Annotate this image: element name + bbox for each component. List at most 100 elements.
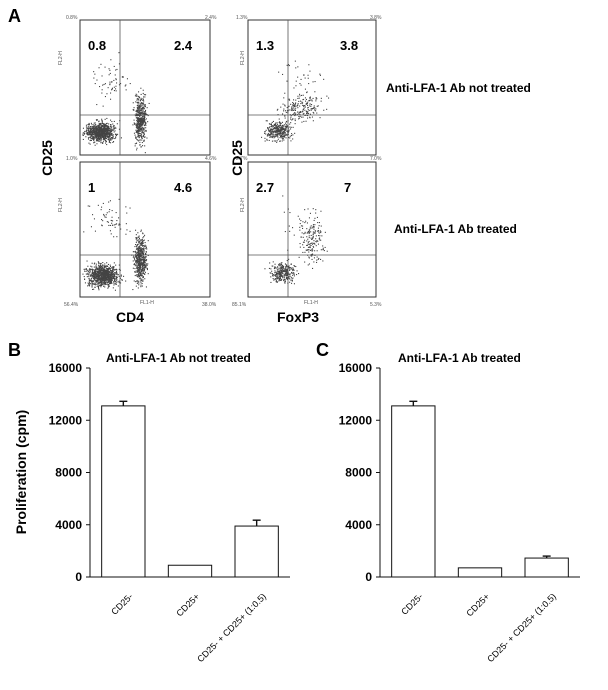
- event-dot: [138, 91, 140, 93]
- event-dot: [287, 133, 289, 135]
- event-dot: [279, 127, 281, 129]
- event-dot: [140, 254, 142, 256]
- event-dot: [287, 120, 289, 122]
- event-dot: [94, 129, 96, 131]
- event-dot: [110, 282, 112, 284]
- event-dot: [138, 264, 140, 266]
- event-dot: [288, 265, 290, 267]
- event-dot: [283, 278, 285, 280]
- event-dot: [141, 124, 143, 126]
- event-dot: [288, 137, 290, 139]
- event-dot: [144, 136, 146, 138]
- event-dot: [299, 229, 301, 231]
- event-dot: [146, 269, 148, 271]
- event-dot: [145, 127, 147, 129]
- event-dot: [109, 72, 111, 74]
- event-dot: [141, 133, 143, 135]
- event-dot: [280, 262, 282, 264]
- event-dot: [118, 275, 120, 277]
- event-dot: [142, 124, 144, 126]
- event-dot: [277, 138, 279, 140]
- event-dot: [107, 130, 109, 132]
- event-dot: [100, 274, 102, 276]
- event-dot: [96, 268, 98, 270]
- event-dot: [296, 114, 298, 116]
- event-dot: [298, 256, 300, 258]
- event-dot: [144, 267, 146, 269]
- event-dot: [100, 129, 102, 131]
- event-dot: [108, 134, 110, 136]
- event-dot: [276, 276, 278, 278]
- event-dot: [89, 126, 91, 128]
- event-dot: [275, 131, 277, 133]
- event-dot: [102, 278, 104, 280]
- event-dot: [274, 124, 276, 126]
- event-dot: [109, 274, 111, 276]
- event-dot: [309, 99, 311, 101]
- event-dot: [268, 267, 270, 269]
- event-dot: [274, 131, 276, 133]
- event-dot: [107, 133, 109, 135]
- event-dot: [96, 280, 98, 282]
- event-dot: [315, 212, 317, 214]
- event-dot: [269, 136, 271, 138]
- event-dot: [275, 128, 277, 130]
- event-dot: [274, 272, 276, 274]
- event-dot: [141, 104, 143, 106]
- event-dot: [103, 279, 105, 281]
- event-dot: [286, 125, 288, 127]
- event-dot: [97, 271, 99, 273]
- event-dot: [89, 133, 91, 135]
- event-dot: [141, 273, 143, 275]
- event-dot: [88, 123, 90, 125]
- event-dot: [97, 125, 99, 127]
- event-dot: [108, 271, 110, 273]
- scatter-dots: [264, 195, 328, 285]
- event-dot: [275, 279, 277, 281]
- event-dot: [102, 279, 104, 281]
- event-dot: [320, 97, 322, 99]
- event-dot: [140, 286, 142, 288]
- event-dot: [309, 245, 311, 247]
- event-dot: [138, 235, 140, 237]
- event-dot: [278, 268, 280, 270]
- event-dot: [137, 250, 139, 252]
- event-dot: [101, 92, 103, 94]
- panel-letter-a: A: [8, 6, 21, 26]
- event-dot: [314, 254, 316, 256]
- event-dot: [106, 269, 108, 271]
- event-dot: [136, 274, 138, 276]
- event-dot: [142, 275, 144, 277]
- event-dot: [100, 273, 102, 275]
- event-dot: [133, 119, 135, 121]
- event-dot: [142, 253, 144, 255]
- event-dot: [143, 117, 145, 119]
- event-dot: [95, 270, 97, 272]
- event-dot: [110, 139, 112, 141]
- event-dot: [307, 74, 309, 76]
- event-dot: [90, 280, 92, 282]
- event-dot: [112, 287, 114, 289]
- event-dot: [312, 243, 314, 245]
- event-dot: [105, 127, 107, 129]
- event-dot: [280, 130, 282, 132]
- event-dot: [140, 121, 142, 123]
- event-dot: [143, 129, 145, 131]
- event-dot: [104, 126, 106, 128]
- event-dot: [101, 274, 103, 276]
- event-dot: [104, 216, 106, 218]
- event-dot: [118, 282, 120, 284]
- event-dot: [144, 145, 146, 147]
- event-dot: [96, 276, 98, 278]
- event-dot: [105, 273, 107, 275]
- flow-xlabel-foxp3: FoxP3: [277, 309, 319, 325]
- event-dot: [109, 275, 111, 277]
- event-dot: [304, 232, 306, 234]
- event-dot: [290, 279, 292, 281]
- event-dot: [109, 279, 111, 281]
- event-dot: [111, 267, 113, 269]
- event-dot: [94, 127, 96, 129]
- event-dot: [106, 221, 108, 223]
- event-dot: [113, 266, 115, 268]
- event-dot: [294, 103, 296, 105]
